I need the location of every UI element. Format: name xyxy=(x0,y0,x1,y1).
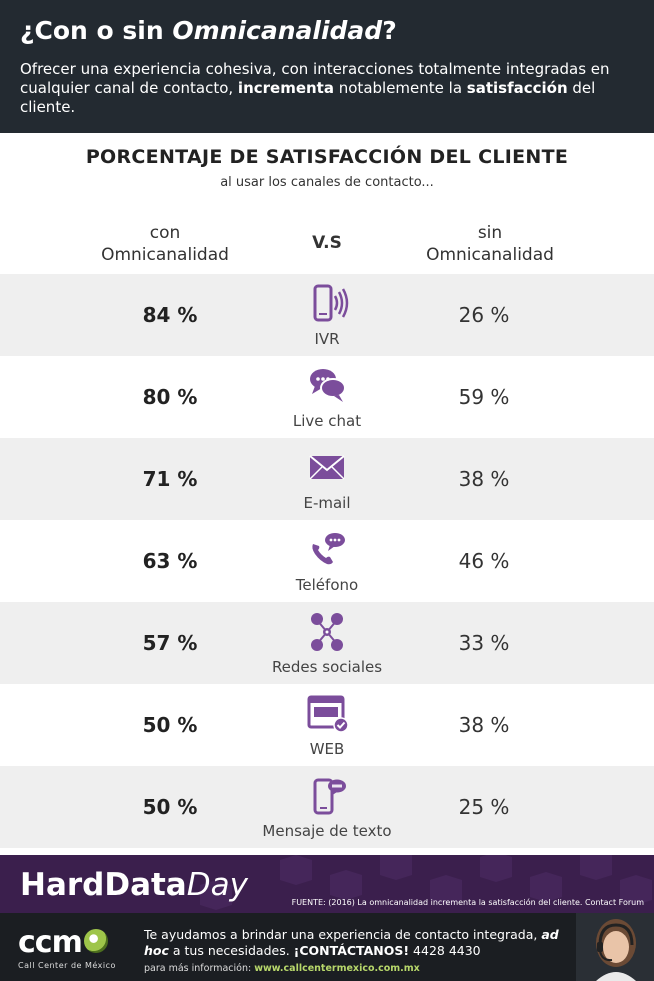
title-prefix: ¿Con o sin xyxy=(20,16,173,45)
table-row: 71 % E-mail 38 % xyxy=(0,438,654,520)
channel-label: Mensaje de texto xyxy=(262,822,392,840)
more-info-label: para más información: xyxy=(144,963,255,974)
header-description: Ofrecer una experiencia cohesiva, con in… xyxy=(20,60,634,117)
channel-label: IVR xyxy=(314,330,340,348)
agent-headset-icon xyxy=(576,913,654,981)
table-row: 63 % Teléfono 46 % xyxy=(0,520,654,602)
table-row: 84 % IVR 26 % xyxy=(0,274,654,356)
channel-label: WEB xyxy=(309,740,345,758)
con-value: 84 % xyxy=(142,303,198,327)
mobile-ivr-icon xyxy=(303,284,351,324)
ccm-logo[interactable]: ccm xyxy=(18,925,83,960)
title-suffix: ? xyxy=(382,16,397,45)
phone-chat-icon xyxy=(303,530,351,570)
comparison-table: 84 % IVR 26 % 80 % Live chat 59 % 71 % E… xyxy=(0,274,654,848)
column-header-vs: V.S xyxy=(312,233,342,253)
cta-phone: 4428 4430 xyxy=(409,943,481,958)
website-link[interactable]: www.callcentermexico.com.mx xyxy=(254,963,420,974)
section-title: PORCENTAJE DE SATISFACCIÓN DEL CLIENTE xyxy=(85,146,569,168)
brand-bold: HardData xyxy=(20,867,187,903)
sin-value: 25 % xyxy=(458,795,510,819)
brand-title: HardDataDay xyxy=(20,867,248,903)
footer: ccm Call Center de México Te ayudamos a … xyxy=(0,913,654,981)
brand-italic: Day xyxy=(186,867,248,903)
sin-value: 38 % xyxy=(458,467,510,491)
table-row: 50 % Mensaje de texto 25 % xyxy=(0,766,654,848)
hard-data-day-banner: HardDataDay FUENTE: (2016) La omnicanali… xyxy=(0,855,654,913)
sin-value: 33 % xyxy=(458,631,510,655)
page-title: ¿Con o sin Omnicanalidad? xyxy=(20,14,634,48)
logo-subtitle: Call Center de México xyxy=(18,961,116,970)
table-row: 57 % Redes sociales 33 % xyxy=(0,602,654,684)
title-emphasis: Omnicanalidad xyxy=(172,16,383,45)
channel-label: Teléfono xyxy=(295,576,359,594)
cta-text-1: Te ayudamos a brindar una experiencia de… xyxy=(144,927,542,942)
table-row: 80 % Live chat 59 % xyxy=(0,356,654,438)
column-header-sin: sin Omnicanalidad xyxy=(395,222,585,266)
con-value: 63 % xyxy=(142,549,198,573)
hexagon-pattern xyxy=(200,855,652,910)
column-header-con-line2: Omnicanalidad xyxy=(101,245,229,265)
desc-text-1: Ofrecer una experiencia cohesiva, con in… xyxy=(20,60,610,97)
cta-contact: ¡CONTÁCTANOS! xyxy=(293,943,410,958)
con-value: 57 % xyxy=(142,631,198,655)
web-browser-icon xyxy=(303,694,351,734)
sin-value: 26 % xyxy=(458,303,510,327)
desc-text-2: notablemente la xyxy=(333,79,467,97)
cta-text-2: a tus necesidades. xyxy=(168,943,294,958)
header: ¿Con o sin Omnicanalidad? Ofrecer una ex… xyxy=(0,0,654,133)
con-value: 50 % xyxy=(142,795,198,819)
channel-label: Redes sociales xyxy=(271,658,383,676)
source-citation: FUENTE: (2016) La omnicanalidad incremen… xyxy=(291,898,644,907)
desc-text-3: del cliente. xyxy=(20,79,596,116)
sin-value: 46 % xyxy=(458,549,510,573)
column-header-sin-line1: sin xyxy=(477,223,503,243)
channel-label: E-mail xyxy=(303,494,351,512)
table-row: 50 % WEB 38 % xyxy=(0,684,654,766)
desc-bold-1: incrementa xyxy=(237,79,334,97)
chat-bubbles-icon xyxy=(303,366,351,406)
more-info: para más información: www.callcentermexi… xyxy=(144,963,420,974)
sin-value: 59 % xyxy=(458,385,510,409)
column-header-con-line1: con xyxy=(149,223,181,243)
envelope-icon xyxy=(303,448,351,488)
con-value: 80 % xyxy=(142,385,198,409)
sin-value: 38 % xyxy=(458,713,510,737)
column-header-sin-line2: Omnicanalidad xyxy=(426,245,554,265)
cta-emphasis: ad hoc xyxy=(144,927,559,958)
con-value: 71 % xyxy=(142,467,198,491)
con-value: 50 % xyxy=(142,713,198,737)
social-network-icon xyxy=(303,612,351,652)
section-subtitle: al usar los canales de contacto... xyxy=(220,175,434,190)
logo-ball-icon xyxy=(84,929,108,953)
desc-bold-2: satisfacción xyxy=(466,79,568,97)
column-header-con: con Omnicanalidad xyxy=(70,222,260,266)
channel-label: Live chat xyxy=(292,412,362,430)
sms-phone-icon xyxy=(303,776,351,816)
call-to-action: Te ayudamos a brindar una experiencia de… xyxy=(144,927,574,959)
